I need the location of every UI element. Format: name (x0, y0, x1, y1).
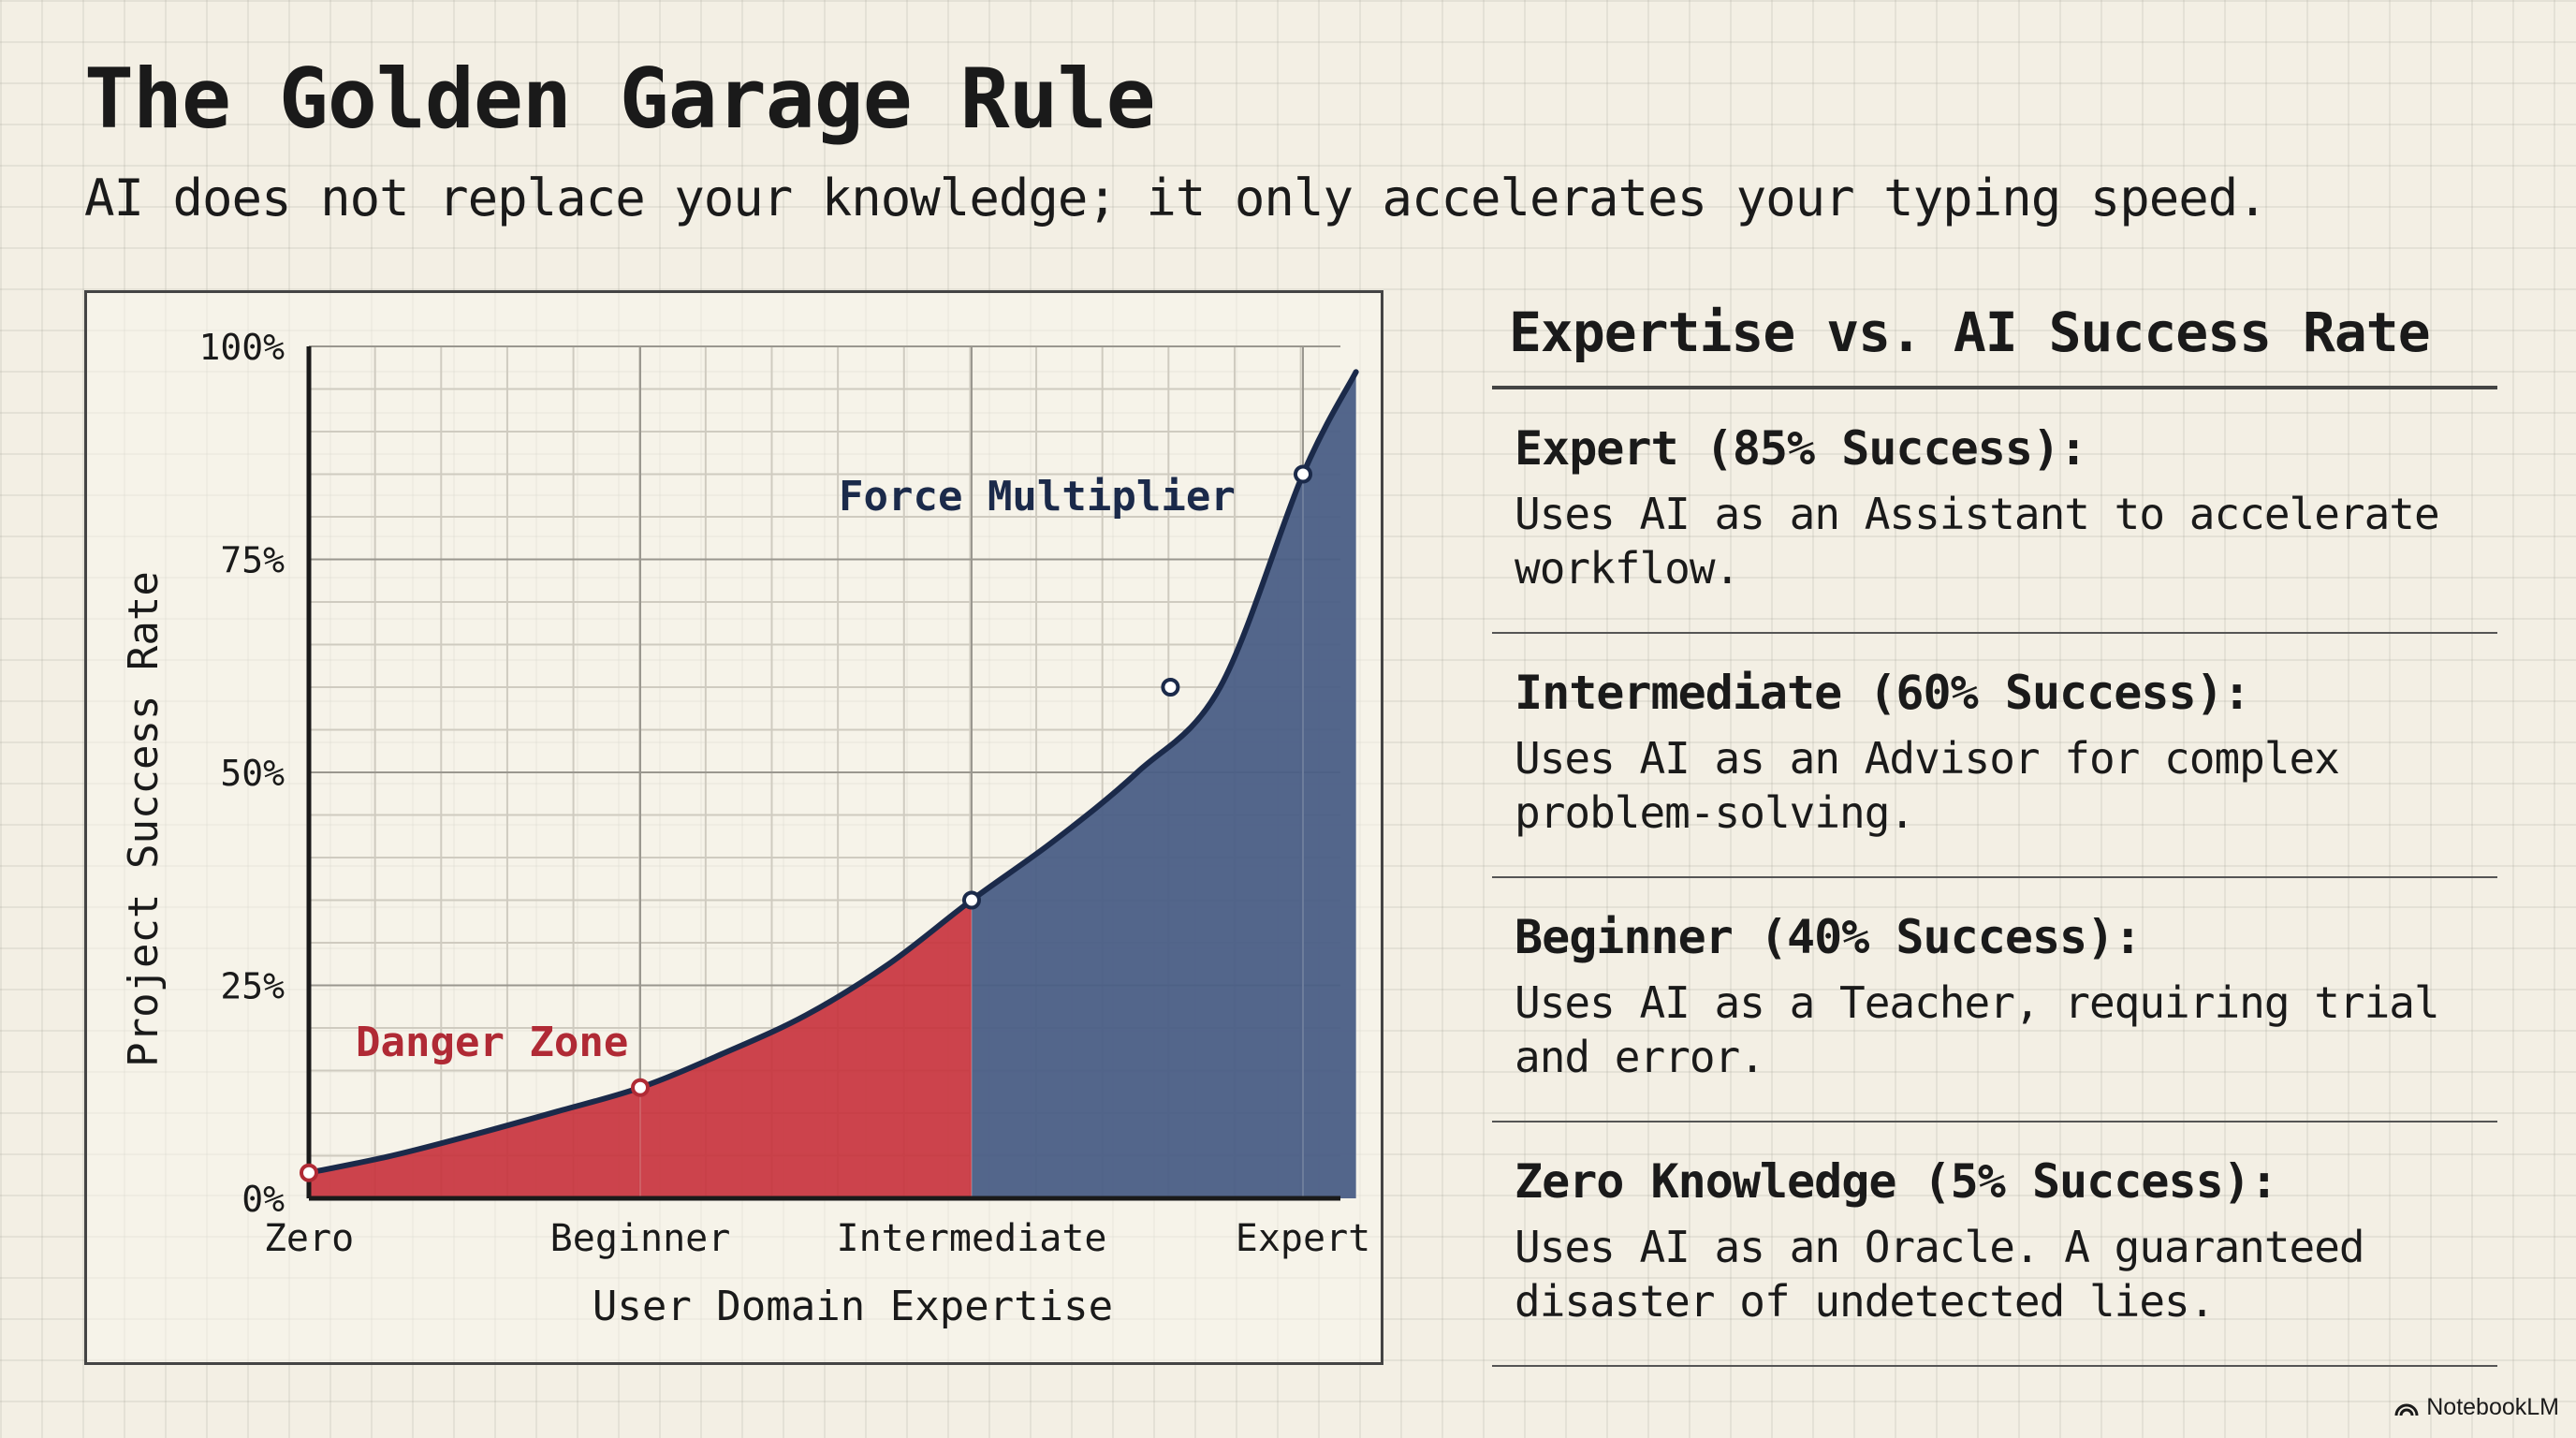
data-point-marker (300, 1163, 318, 1182)
page-subtitle: AI does not replace your knowledge; it o… (84, 169, 2268, 227)
x-tick-label: Zero (264, 1217, 354, 1260)
danger-zone-label: Danger Zone (356, 1019, 628, 1066)
tier-description: Uses AI as an Advisor for complex proble… (1515, 733, 2340, 838)
notebooklm-logo-icon (2394, 1403, 2419, 1416)
data-point-marker (962, 890, 981, 910)
tier-zero-knowledge: Zero Knowledge (5% Success): Uses AI as … (1492, 1123, 2497, 1367)
tier-expert: Expert (85% Success): Uses AI as an Assi… (1492, 389, 2497, 634)
x-tick-label: Beginner (550, 1217, 731, 1260)
page-title: The Golden Garage Rule (84, 51, 1156, 147)
data-point-marker (1294, 464, 1312, 484)
data-point-marker (1161, 678, 1180, 697)
tier-description: Uses AI as an Oracle. A guaranteed disas… (1515, 1222, 2365, 1327)
x-tick-label: Intermediate (837, 1217, 1107, 1260)
y-tick-label: 25% (220, 966, 285, 1007)
tier-title: Expert (85% Success): (1515, 421, 2087, 476)
tier-title: Beginner (40% Success): (1515, 910, 2142, 964)
tier-title: Intermediate (60% Success): (1515, 666, 2251, 720)
tier-intermediate: Intermediate (60% Success): Uses AI as a… (1492, 634, 2497, 878)
y-tick-label: 75% (220, 540, 285, 581)
success-curve-line (306, 369, 1359, 1176)
tier-description: Uses AI as an Assistant to accelerate wo… (1515, 489, 2440, 594)
data-point-marker (631, 1078, 650, 1097)
tier-beginner: Beginner (40% Success): Uses AI as a Tea… (1492, 878, 2497, 1123)
y-tick-label: 50% (220, 753, 285, 794)
y-tick-label: 0% (242, 1179, 285, 1220)
tier-description: Uses AI as a Teacher, requiring trial an… (1515, 977, 2440, 1082)
brand-name: NotebookLM (2426, 1394, 2559, 1420)
danger-zone-area (309, 900, 972, 1198)
force-multiplier-label: Force Multiplier (839, 473, 1236, 521)
x-axis-title: User Domain Expertise (593, 1283, 1113, 1330)
side-heading-divider (1492, 386, 2497, 389)
y-tick-label: 100% (198, 327, 285, 368)
side-heading: Expertise vs. AI Success Rate (1509, 301, 2431, 364)
x-tick-label: Expert (1236, 1217, 1371, 1260)
side-panel: Expertise vs. AI Success Rate Expert (85… (1492, 290, 2497, 1367)
brand-badge: NotebookLM (2394, 1394, 2559, 1421)
force-multiplier-area (972, 372, 1356, 1198)
tier-title: Zero Knowledge (5% Success): (1515, 1154, 2278, 1209)
y-axis-title: Project Success Rate (120, 571, 168, 1067)
